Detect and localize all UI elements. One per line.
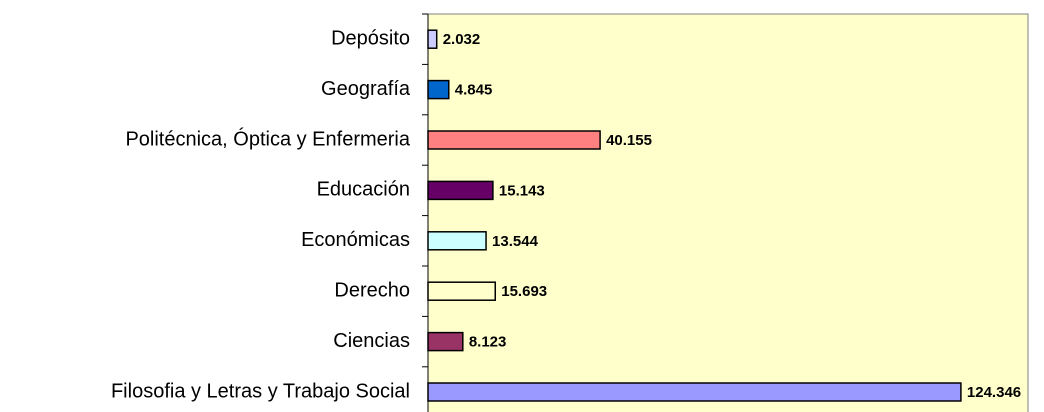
- data-label: 124.346: [967, 384, 1021, 401]
- data-label: 4.845: [455, 82, 493, 99]
- bar: [427, 29, 438, 49]
- y-tick-label: Derecho: [334, 279, 410, 301]
- bar: [427, 382, 962, 402]
- bar: [427, 331, 464, 352]
- bar: [427, 130, 601, 150]
- y-tick-label: Geografía: [321, 78, 411, 100]
- y-tick-label: Económicas: [301, 229, 410, 251]
- plot-area: [427, 13, 1029, 412]
- bar: [427, 231, 487, 251]
- data-label: 15.693: [501, 283, 547, 300]
- y-tick-label: Ciencias: [333, 330, 410, 352]
- data-label: 2.032: [443, 31, 481, 48]
- data-label: 15.143: [499, 182, 545, 199]
- y-tick-label: Filosofia y Letras y Trabajo Social: [111, 380, 410, 402]
- data-label: 40.155: [606, 132, 652, 149]
- y-tick-label: Depósito: [331, 27, 410, 49]
- y-tick-label: Educación: [317, 179, 410, 201]
- bar: [427, 281, 497, 301]
- bar: [427, 79, 450, 100]
- data-label: 13.544: [492, 233, 539, 250]
- y-tick-label: Politécnica, Óptica y Enfermeria: [125, 127, 410, 150]
- bar: [427, 180, 494, 201]
- data-label: 8.123: [469, 334, 507, 351]
